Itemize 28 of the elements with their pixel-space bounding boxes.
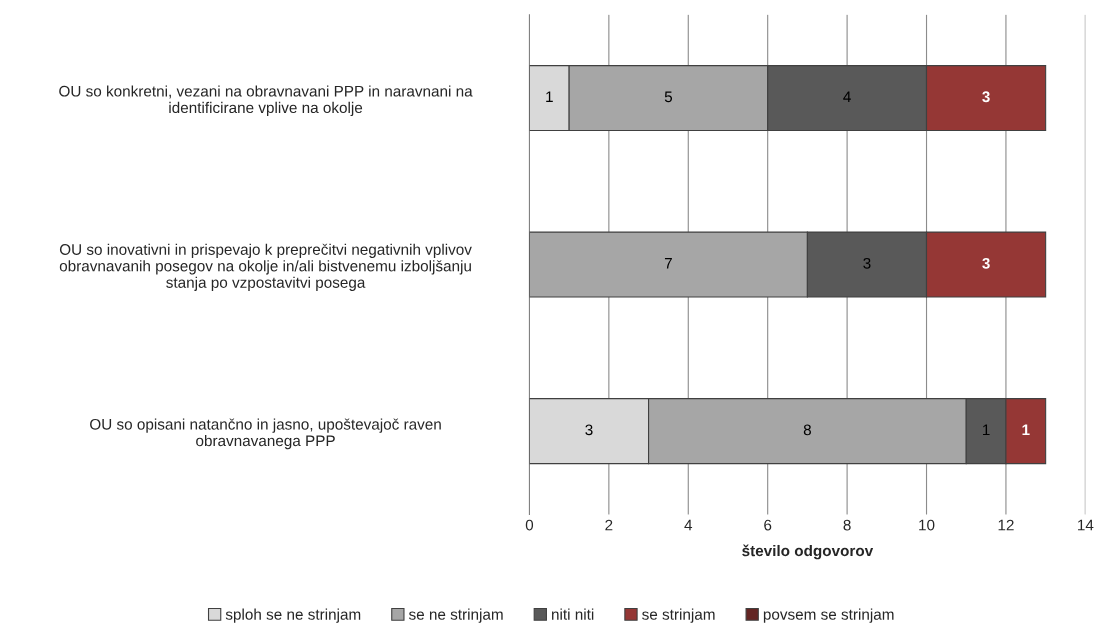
x-tick-label: 8 (843, 519, 851, 531)
legend-label: niti niti (552, 608, 594, 620)
data-label: 3 (982, 91, 990, 103)
data-label: 3 (585, 424, 593, 436)
data-label: 7 (664, 258, 672, 269)
legend-label: se ne strinjam (408, 608, 503, 623)
y-tick-label: OU so opisani natančno in jasno, upoštevajoč raven obravnavanega PPP (90, 418, 441, 450)
x-axis-title: število odgovorov (742, 544, 874, 560)
x-tick-label: 6 (764, 519, 772, 531)
y-tick-label: OU so konkretni, vezani na obravnavani PPP in naravnani na identificirane vplive na okolje (59, 85, 473, 117)
x-tick-label: 4 (684, 519, 693, 531)
data-label: 8 (803, 424, 811, 436)
legend-label: povsem se strinjam (763, 608, 894, 623)
x-tick-label: 14 (1078, 519, 1094, 531)
data-label: 1 (1022, 424, 1030, 436)
data-label: 1 (546, 91, 553, 103)
x-tick-label: 0 (525, 519, 534, 531)
x-tick-label: 10 (919, 519, 935, 531)
data-label: 3 (982, 257, 990, 269)
y-tick-label: OU so inovativni in prispevajo k preprečitvi negativnih vplivov obravnavanih posegov na okolje in/ali bistvenemu izboljšanju stanja po vzpostavitvi posega (59, 243, 472, 291)
legend-label: se strinjam (642, 608, 715, 623)
x-tick-label: 2 (605, 519, 613, 531)
data-label: 1 (983, 424, 990, 436)
legend-label: sploh se ne strinjam (225, 608, 361, 623)
data-label: 4 (843, 91, 851, 103)
data-label: 3 (863, 257, 871, 269)
x-tick-label: 12 (998, 519, 1014, 531)
data-label: 5 (664, 91, 673, 103)
